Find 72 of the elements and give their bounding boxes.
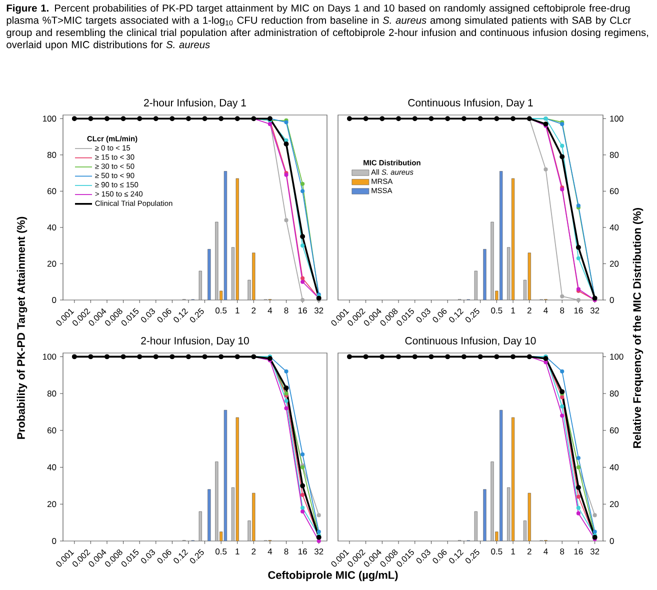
x-tick-label: 8 (284, 308, 288, 314)
y2-tick-label: 20 (610, 260, 619, 267)
y-axis-title: Probability of PK-PD Target Attainment (%) (16, 216, 28, 439)
x-tick-label: 0.12 (449, 308, 464, 322)
y2-tick-label: 40 (610, 464, 619, 470)
y-tick-label: 100 (43, 116, 56, 122)
x-tick-label: 0.03 (416, 308, 430, 322)
y2-tick-label: 80 (610, 390, 619, 397)
y2-tick-label: 80 (610, 152, 619, 158)
x-axis-title: Ceftobiprole MIC (µg/mL) (268, 570, 398, 582)
y2-tick-label: 100 (610, 354, 624, 360)
x-tick-label: 0.06 (432, 308, 447, 322)
x-tick-label: 16 (298, 308, 307, 314)
text: Figure 1. Percent probabilities of PK-PD target attainment by MIC on Days 1 and 10 based on randomly assigned ceftobiprole free-drug plasma %T>MIC targets associated with a 1-log$_{10}$ CFU reduction from baseline in S. aureus among simulated patients with SAB by CLcr group and resembling the clinical trial population after administration of ceftobiprole 2-hour infusion and continuous infusion dosing regimens, overlaid upon MIC distributions for S. aureus (6, 4, 648, 50)
x-tick-label: 2 (527, 308, 532, 314)
x-tick-label: 0.5 (216, 308, 227, 314)
x-tick-label: 2 (252, 548, 256, 554)
x-tick-label: 32 (314, 308, 324, 314)
x-tick-label: 0.12 (449, 550, 464, 564)
x-tick-label: 0.06 (432, 550, 447, 564)
chart-title: 2-hour Infusion, Day 10 (141, 336, 249, 346)
x-tick-label: 0.5 (491, 548, 502, 554)
x-tick-label: 0.12 (174, 550, 188, 564)
y-tick-label: 60 (48, 427, 56, 434)
y-tick-label: 80 (47, 390, 56, 397)
x-tick-label: 2 (527, 548, 532, 554)
x-tick-label: 0.03 (141, 308, 155, 322)
x-tick-label: 1 (236, 308, 240, 314)
chart-title: 2-hour Infusion, Day 1 (144, 98, 246, 108)
y-tick-label: 100 (43, 354, 56, 360)
y-tick-label: 0 (52, 538, 56, 544)
x-tick-label: 4 (268, 308, 272, 314)
y-tick-label: 60 (48, 188, 56, 194)
x-tick-label: 8 (560, 548, 564, 554)
x-tick-label: 0.03 (416, 550, 430, 564)
x-tick-label: 8 (284, 548, 288, 554)
x-tick-label: 0.12 (174, 308, 188, 322)
x-tick-label: 0.06 (157, 308, 172, 322)
y-tick-label: 20 (47, 501, 56, 508)
x-tick-label: 1 (236, 548, 240, 554)
x-tick-label: 16 (574, 308, 583, 314)
x-tick-label: 32 (590, 308, 600, 314)
x-tick-label: 2 (252, 308, 256, 314)
y-tick-label: 40 (47, 224, 56, 230)
chart-title: Continuous Infusion, Day 1 (408, 98, 533, 108)
y2-tick-label: 100 (610, 116, 624, 122)
y-tick-label: 0 (52, 297, 56, 303)
x-tick-label: 8 (560, 308, 564, 314)
y-tick-label: 40 (47, 464, 56, 470)
y2-tick-label: 0 (610, 538, 614, 544)
x-tick-label: 4 (268, 548, 272, 554)
x-tick-label: 16 (574, 548, 583, 554)
y2-axis-title: Relative Frequency of the MIC Distribution (%) (632, 208, 644, 448)
x-tick-label: 4 (544, 308, 548, 314)
y2-tick-label: 20 (610, 501, 619, 508)
y2-tick-label: 0 (610, 297, 614, 303)
x-tick-label: 0.5 (491, 308, 502, 314)
y-tick-label: 80 (47, 152, 56, 158)
x-tick-label: 0.03 (141, 550, 155, 564)
y2-tick-label: 40 (610, 224, 619, 230)
x-tick-label: 0.5 (216, 548, 227, 554)
y2-tick-label: 60 (610, 427, 619, 434)
x-tick-label: 32 (590, 548, 600, 554)
y-tick-label: 20 (47, 260, 56, 267)
x-tick-label: 16 (298, 548, 307, 554)
x-tick-label: 0.06 (157, 550, 172, 564)
chart-title: Continuous Infusion, Day 10 (405, 336, 536, 346)
x-tick-label: 4 (544, 548, 548, 554)
y2-tick-label: 60 (610, 188, 619, 194)
x-tick-label: 1 (511, 548, 515, 554)
x-tick-label: 32 (314, 548, 324, 554)
x-tick-label: 1 (511, 308, 515, 314)
